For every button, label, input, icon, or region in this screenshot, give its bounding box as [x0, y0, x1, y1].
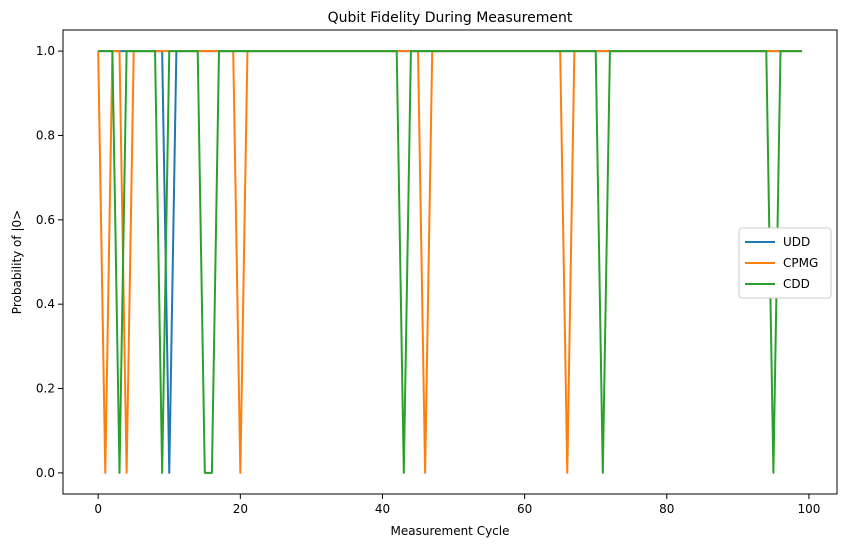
- x-tick-label: 0: [94, 502, 102, 516]
- x-axis-ticks: 0 20 40 60 80 100: [94, 494, 820, 516]
- series-layer: [97, 50, 802, 474]
- y-axis-label: Probability of |0>: [10, 210, 24, 314]
- x-tick-label: 80: [659, 502, 674, 516]
- plot-background: [63, 30, 837, 494]
- legend-label-cpmg: CPMG: [783, 256, 818, 270]
- x-tick-label: 60: [517, 502, 532, 516]
- y-axis-ticks: 0.0 0.2 0.4 0.6 0.8 1.0: [36, 44, 63, 480]
- y-tick-label: 0.0: [36, 466, 55, 480]
- y-tick-label: 0.4: [36, 297, 55, 311]
- plot-frame: [62, 29, 838, 495]
- x-tick-label: 40: [375, 502, 390, 516]
- x-tick-label: 100: [797, 502, 820, 516]
- chart-title: Qubit Fidelity During Measurement: [328, 10, 573, 26]
- plot-area: 0 20 40 60 80 100 0.0 0.2 0.4 0.6 0.8 1.0: [36, 29, 838, 516]
- legend: UDD CPMG CDD: [738, 227, 832, 299]
- legend-label-cdd: CDD: [783, 277, 810, 291]
- y-tick-label: 0.6: [36, 213, 55, 227]
- legend-box: [738, 227, 832, 299]
- x-axis-label: Measurement Cycle: [391, 524, 510, 538]
- y-tick-label: 0.2: [36, 382, 55, 396]
- series-line-cdd: [98, 50, 802, 474]
- y-tick-label: 0.8: [36, 128, 55, 142]
- x-tick-label: 20: [233, 502, 248, 516]
- legend-label-udd: UDD: [783, 235, 810, 249]
- y-tick-label: 1.0: [36, 44, 55, 58]
